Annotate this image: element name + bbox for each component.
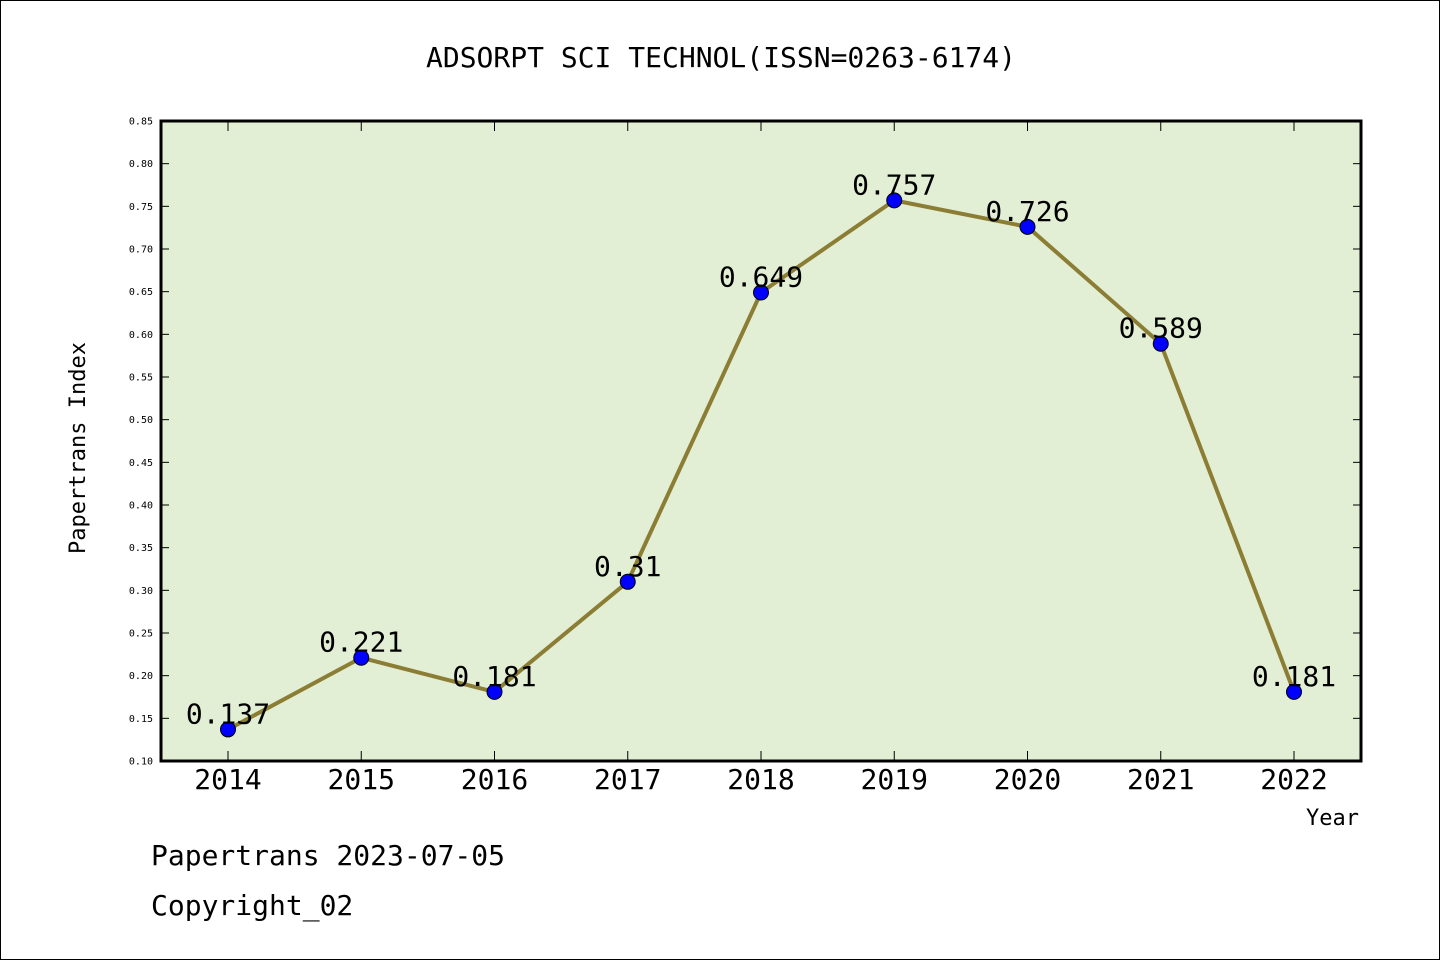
data-label: 0.181 (452, 660, 536, 693)
x-tick-label: 2014 (194, 763, 261, 796)
y-tick-label: 0.75 (129, 202, 153, 213)
data-label: 0.726 (985, 195, 1069, 228)
data-point (753, 284, 769, 301)
x-axis: 2014 2015 2016 2017 2018 2019 2020 2021 2022 (194, 121, 1328, 796)
y-tick-label: 0.20 (129, 671, 153, 682)
chart-title: ADSORPT SCI TECHNOL(ISSN=0263-6174) (426, 41, 1016, 74)
y-tick-label: 0.80 (129, 159, 153, 170)
footer-copyright: Copyright_02 (151, 889, 353, 923)
data-point (1152, 335, 1169, 352)
data-label: 0.649 (719, 261, 803, 294)
data-point (220, 721, 236, 738)
footer-date: Papertrans 2023-07-05 (151, 839, 505, 872)
x-tick-label: 2018 (727, 763, 794, 796)
data-point (1286, 683, 1302, 700)
y-tick-label: 0.15 (129, 714, 153, 725)
y-axis-label: Papertrans Index (66, 342, 91, 554)
data-label: 0.589 (1119, 312, 1203, 345)
data-point (486, 683, 503, 700)
y-tick-label: 0.65 (129, 287, 153, 298)
y-tick-label: 0.60 (129, 330, 153, 341)
data-label: 0.31 (594, 550, 661, 583)
x-tick-label: 2016 (461, 763, 528, 796)
y-tick-label: 0.25 (129, 629, 153, 640)
y-tick-label: 0.45 (129, 458, 153, 469)
y-axis: 0.10 0.15 0.20 0.25 0.30 0.35 0.40 0.45 0.50 0.55… (129, 117, 1361, 768)
x-tick-label: 2021 (1127, 763, 1194, 796)
y-tick-label: 0.40 (129, 501, 153, 512)
plot-area (159, 119, 1363, 763)
y-tick-label: 0.30 (129, 586, 153, 597)
data-points (220, 192, 1302, 738)
y-tick-label: 0.70 (129, 245, 153, 256)
y-tick-label: 0.85 (129, 117, 153, 128)
data-point (1019, 218, 1036, 235)
y-tick-label: 0.50 (129, 415, 153, 426)
x-axis-label: Year (1306, 806, 1359, 831)
x-tick-label: 2017 (594, 763, 661, 796)
x-tick-label: 2019 (861, 763, 928, 796)
data-label: 0.181 (1252, 660, 1336, 693)
y-tick-label: 0.35 (129, 543, 153, 554)
x-tick-label: 2022 (1260, 763, 1327, 796)
x-tick-label: 2020 (994, 763, 1061, 796)
data-label: 0.221 (319, 626, 403, 659)
data-point (619, 573, 636, 590)
data-point (353, 649, 370, 666)
data-label: 0.137 (186, 697, 270, 730)
y-tick-label: 0.55 (129, 373, 153, 384)
data-point (886, 192, 903, 209)
y-tick-label: 0.10 (129, 757, 153, 768)
data-labels: 0.137 0.221 0.181 0.31 0.649 0.757 0.726 0.589 0… (186, 168, 1336, 730)
data-label: 0.757 (852, 168, 936, 201)
x-tick-label: 2015 (328, 763, 395, 796)
